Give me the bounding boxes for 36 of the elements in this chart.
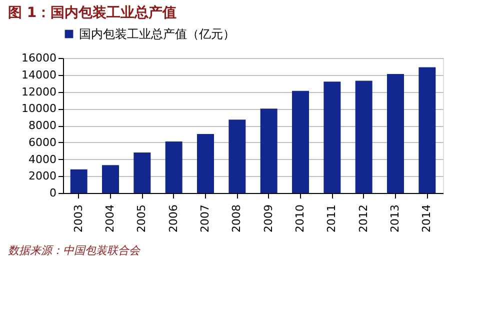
x-tick-label: 2004 bbox=[104, 204, 116, 232]
y-tick-label: 2000 bbox=[28, 170, 56, 183]
bar bbox=[165, 142, 182, 193]
x-tick-label: 2014 bbox=[420, 204, 434, 232]
bar bbox=[134, 152, 151, 193]
y-tick-label: 4000 bbox=[28, 152, 56, 166]
bar bbox=[324, 82, 341, 193]
x-tick-label: 2010 bbox=[294, 204, 306, 232]
bar bbox=[70, 169, 88, 193]
x-tick-label: 2013 bbox=[388, 204, 402, 232]
bar bbox=[418, 67, 436, 193]
x-tick-label: 2012 bbox=[356, 204, 370, 232]
x-tick-label: 2006 bbox=[166, 204, 180, 232]
bar bbox=[292, 90, 309, 193]
source-note: 数据来源：中国包装联合会 bbox=[8, 244, 141, 257]
bar bbox=[387, 74, 404, 193]
x-tick-label: 2007 bbox=[198, 204, 212, 232]
x-tick-label: 2005 bbox=[135, 204, 148, 232]
y-tick-label: 6000 bbox=[28, 136, 56, 149]
bar bbox=[197, 134, 214, 193]
y-tick-label: 8000 bbox=[28, 119, 56, 132]
x-tick-label: 2009 bbox=[262, 204, 275, 232]
y-tick-label: 14000 bbox=[22, 68, 56, 82]
x-tick-label: 2011 bbox=[325, 204, 338, 232]
y-tick-label: 16000 bbox=[22, 52, 56, 64]
chart-title: 图 1：国内包装工业总产值 bbox=[8, 4, 177, 21]
y-tick-label: 12000 bbox=[22, 85, 56, 98]
legend-label: 国内包装工业总产值（亿元） bbox=[79, 27, 235, 41]
x-tick-label: 2008 bbox=[230, 204, 244, 232]
bar bbox=[102, 165, 119, 193]
y-tick-label: 0 bbox=[50, 186, 56, 200]
bar bbox=[228, 120, 246, 193]
bar bbox=[260, 108, 278, 193]
x-tick-label: 2003 bbox=[72, 204, 85, 232]
y-tick-label: 10000 bbox=[22, 102, 56, 116]
bar bbox=[355, 80, 372, 193]
